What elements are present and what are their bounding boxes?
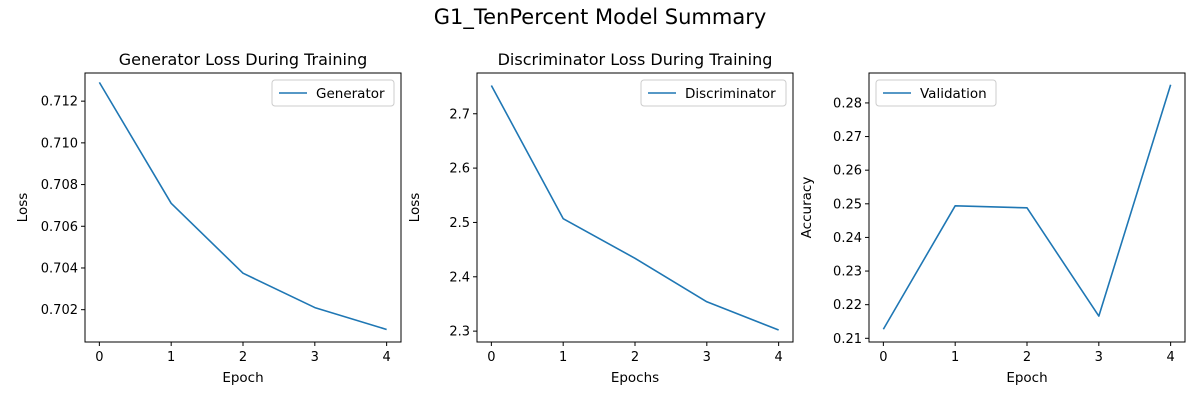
x-tick-label: 3 <box>311 350 319 365</box>
y-tick-label: 0.28 <box>833 96 862 111</box>
y-tick-label: 2.5 <box>449 216 470 231</box>
plots-container: Generator Loss During Training 0 1 2 3 4 0.702… <box>15 50 1186 386</box>
chart-2: Discriminator Loss During Training 0 1 2 3 4 2… <box>407 50 794 386</box>
y-tick-label: 0.23 <box>833 265 862 280</box>
x-tick-label: 0 <box>487 350 495 365</box>
x-tick-label: 2 <box>1023 350 1031 365</box>
x-tick-label: 4 <box>1166 350 1174 365</box>
legend-label: Validation <box>920 86 987 102</box>
x-tick-label: 4 <box>774 350 782 365</box>
y-tick-label: 2.6 <box>449 162 470 177</box>
y-tick-label: 0.708 <box>41 178 78 193</box>
y-axis-label: Loss <box>407 193 423 223</box>
x-axis-label: Epochs <box>611 370 659 386</box>
x-tick-label: 2 <box>631 350 639 365</box>
x-axis-label: Epoch <box>222 370 263 386</box>
x-tick-label: 0 <box>95 350 103 365</box>
y-tick-label: 2.4 <box>449 270 470 285</box>
legend-label: Generator <box>316 86 385 102</box>
y-tick-label: 0.24 <box>833 231 862 246</box>
x-tick-label: 1 <box>167 350 175 365</box>
x-tick-label: 1 <box>951 350 959 365</box>
y-tick-label: 2.7 <box>449 107 470 122</box>
chart-1: Generator Loss During Training 0 1 2 3 4 0.702… <box>15 50 402 386</box>
axes-frame <box>476 72 794 343</box>
x-tick-label: 0 <box>879 350 887 365</box>
chart-3: 0 1 2 3 4 0.21 0.22 0.23 0.24 0.25 0.26 0.27 0.28 Epo… <box>799 72 1186 386</box>
chart-title: Discriminator Loss During Training <box>498 50 773 69</box>
series-line-discriminator <box>490 85 779 331</box>
y-tick-label: 0.25 <box>833 197 862 212</box>
y-tick-label: 0.702 <box>41 303 78 318</box>
legend: Generator <box>271 79 395 107</box>
legend-box <box>640 79 787 107</box>
y-tick-label: 0.704 <box>41 261 78 276</box>
series-line-validation <box>882 84 1172 330</box>
legend-box <box>271 79 395 107</box>
y-tick-label: 0.26 <box>833 164 862 179</box>
y-tick-label: 0.27 <box>833 130 862 145</box>
x-axis-label: Epoch <box>1006 370 1047 386</box>
legend: Discriminator <box>640 79 787 107</box>
legend-box <box>875 79 997 107</box>
y-axis-label: Loss <box>15 193 31 223</box>
x-tick-label: 2 <box>239 350 247 365</box>
x-tick-label: 4 <box>382 350 390 365</box>
legend-label: Discriminator <box>685 86 776 102</box>
y-axis-label: Accuracy <box>799 177 815 239</box>
x-tick-label: 1 <box>559 350 567 365</box>
y-tick-label: 0.710 <box>41 136 78 151</box>
figure-suptitle: G1_TenPercent Model Summary <box>434 5 767 30</box>
y-tick-label: 0.21 <box>833 332 862 347</box>
series-line-generator <box>98 81 387 331</box>
legend: Validation <box>875 79 997 107</box>
y-tick-label: 0.712 <box>41 95 78 110</box>
y-tick-label: 0.706 <box>41 220 78 235</box>
y-tick-label: 0.22 <box>833 298 862 313</box>
axes-frame <box>84 72 402 343</box>
y-tick-label: 2.3 <box>449 325 470 340</box>
x-tick-label: 3 <box>703 350 711 365</box>
chart-title: Generator Loss During Training <box>119 50 368 69</box>
x-tick-label: 3 <box>1095 350 1103 365</box>
